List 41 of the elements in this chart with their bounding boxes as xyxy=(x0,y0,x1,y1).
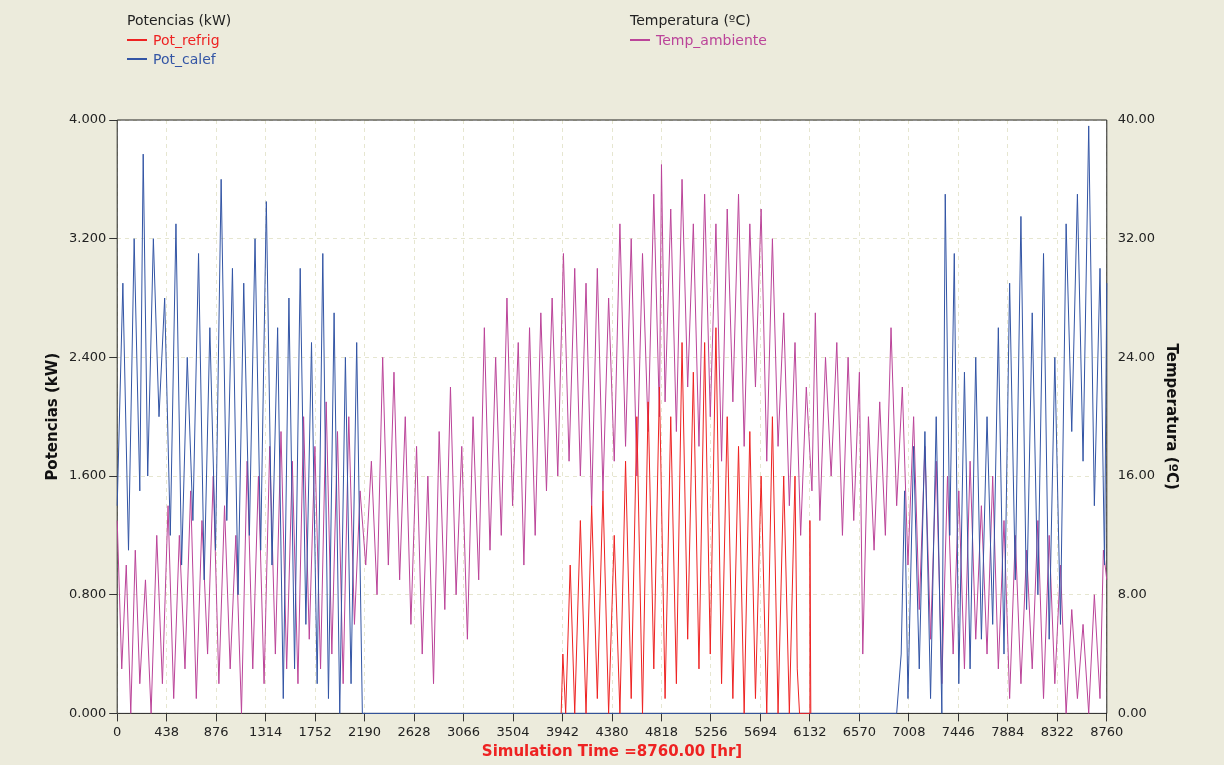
x-tick-label: 6132 xyxy=(793,723,827,739)
y2-tick-label: 32.00 xyxy=(1117,230,1155,246)
y2-tick-label: 0.00 xyxy=(1117,704,1147,720)
x-tick-label: 7884 xyxy=(991,723,1025,739)
x-tick-label: 8760 xyxy=(1090,723,1124,739)
legend-title: Potencias (kW) xyxy=(127,12,232,28)
x-tick-label: 876 xyxy=(203,723,229,739)
x-tick-label: 2628 xyxy=(397,723,431,739)
x-tick-label: 5694 xyxy=(743,723,777,739)
y-tick-label: 4.000 xyxy=(69,111,107,127)
x-tick-label: 3504 xyxy=(496,723,530,739)
x-tick-label: 4818 xyxy=(644,723,679,739)
y2-axis-title: Temperatura (ºC) xyxy=(1163,343,1182,490)
legend-label: Pot_calef xyxy=(153,50,216,67)
x-tick-label: 4380 xyxy=(595,723,629,739)
x-tick-label: 0 xyxy=(113,723,122,739)
x-tick-label: 3942 xyxy=(545,723,580,739)
x-tick-label: 8322 xyxy=(1040,723,1074,739)
y-tick-label: 0.800 xyxy=(69,586,107,602)
y2-tick-label: 16.00 xyxy=(1117,467,1155,483)
legend-label: Pot_refrig xyxy=(153,31,220,48)
x-tick-label: 1752 xyxy=(298,723,332,739)
x-tick-label: 6570 xyxy=(842,723,876,739)
y-tick-label: 3.200 xyxy=(69,230,107,246)
y2-tick-label: 24.00 xyxy=(1117,348,1155,364)
y-tick-label: 2.400 xyxy=(69,348,107,364)
legend-label: Temp_ambiente xyxy=(656,31,767,48)
x-tick-label: 2190 xyxy=(348,723,382,739)
y-tick-label: 0.000 xyxy=(69,704,107,720)
y2-tick-label: 8.00 xyxy=(1117,586,1147,602)
x-tick-label: 3066 xyxy=(447,723,481,739)
text: Temperatura (ºC) xyxy=(630,12,752,28)
x-tick-label: 7446 xyxy=(941,723,975,739)
x-tick-label: 7008 xyxy=(892,723,926,739)
y-axis-title: Potencias (kW) xyxy=(42,352,61,481)
x-axis-title: Simulation Time =8760.00 [hr] xyxy=(481,741,743,760)
x-tick-label: 1314 xyxy=(249,723,283,739)
x-tick-label: 438 xyxy=(154,723,180,739)
x-tick-label: 5256 xyxy=(694,723,728,739)
y-tick-label: 1.600 xyxy=(69,467,107,483)
y2-tick-label: 40.00 xyxy=(1117,111,1155,127)
